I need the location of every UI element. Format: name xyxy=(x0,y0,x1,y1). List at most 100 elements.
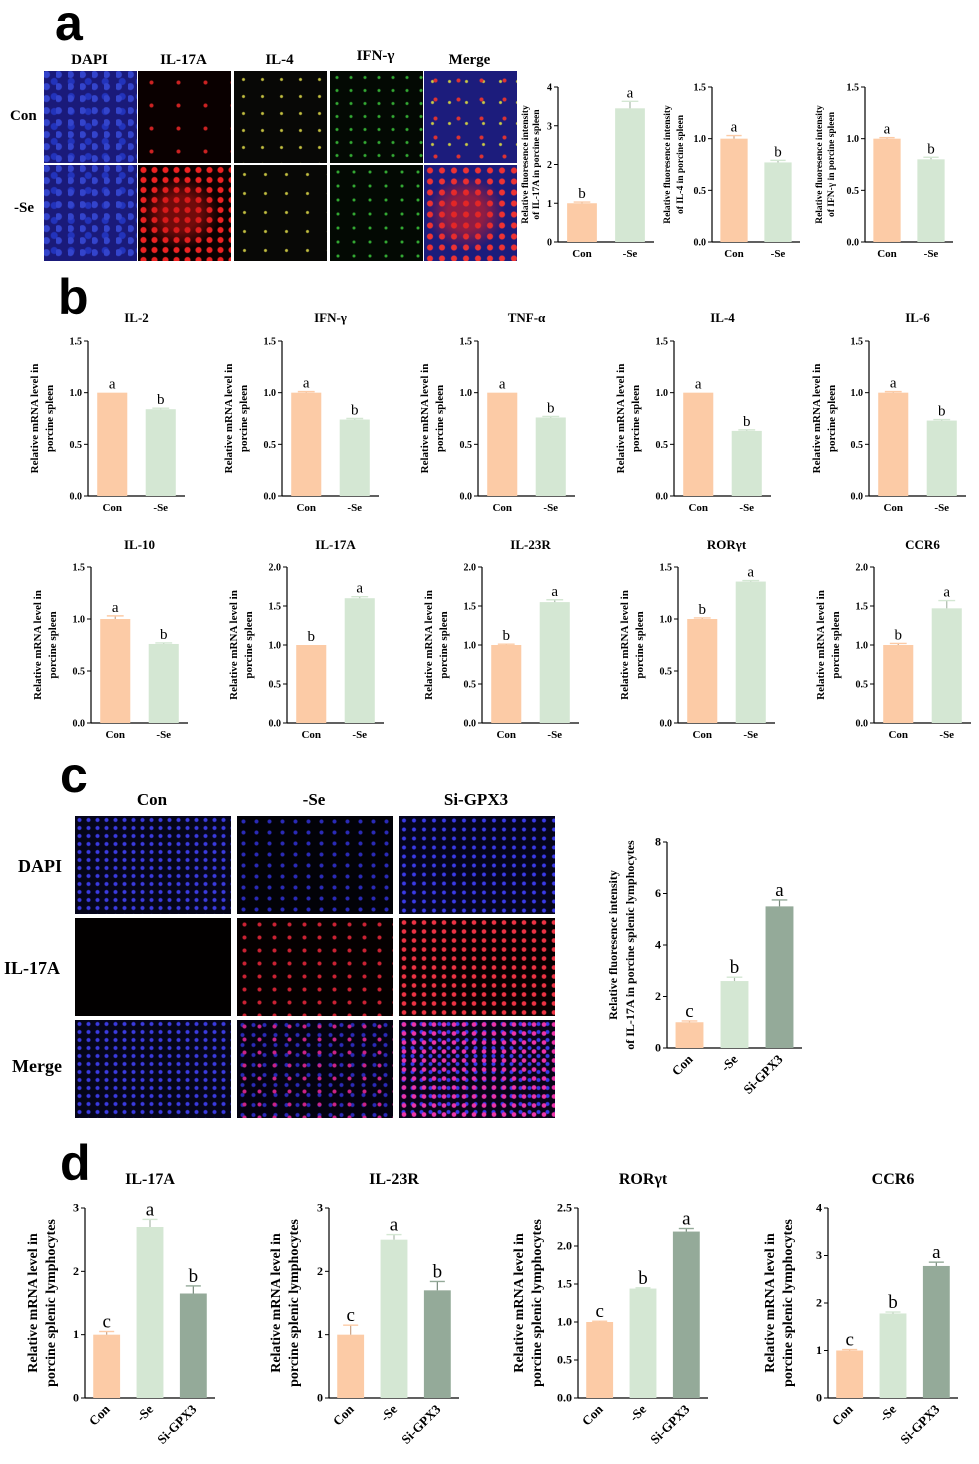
micro-a-channel-label: DAPI xyxy=(71,52,108,68)
significance-letter: a xyxy=(695,377,702,393)
bar--Se xyxy=(735,581,766,723)
y-tick-label: 1.5 xyxy=(269,602,282,613)
x-tick-label: -Se xyxy=(156,729,171,741)
x-tick-label: Con xyxy=(877,248,897,260)
y-tick-label: 3 xyxy=(547,121,552,132)
x-tick-label: Con xyxy=(296,502,316,514)
y-tick-label: 1.0 xyxy=(264,388,277,399)
significance-letter: b xyxy=(189,1266,199,1287)
y-axis-label: Relative mRNA level in xyxy=(29,364,41,474)
bar--Se xyxy=(879,1313,907,1398)
significance-letter: a xyxy=(943,585,950,601)
y-tick-label: 0.0 xyxy=(660,719,673,730)
bar-Con xyxy=(687,619,718,723)
significance-letter: a xyxy=(146,1199,155,1220)
micrograph-il17a-se xyxy=(137,164,232,262)
bar--Se xyxy=(720,981,749,1048)
y-tick-label: 0 xyxy=(655,1041,661,1055)
micro-a-channel-label: IFN-γ xyxy=(356,48,395,64)
y-tick-label: 1.5 xyxy=(460,337,473,348)
chart-b10: CCR6 0.0 0.5 1.0 1.5 2.0 Relative mRNA level i… xyxy=(815,537,971,741)
y-tick-label: 0.0 xyxy=(851,492,864,503)
significance-letter: a xyxy=(390,1215,399,1236)
chart-d2: IL-23R 0 1 2 3 Relative mRNA level in porcine … xyxy=(269,1171,459,1447)
y-axis-label: Relative mRNA level in xyxy=(423,590,435,700)
x-tick-label: Con xyxy=(724,248,744,260)
y-tick-label: 1.0 xyxy=(656,388,669,399)
bar-Con xyxy=(567,203,597,242)
bar-Con xyxy=(883,645,914,723)
y-tick-label: 0.0 xyxy=(464,719,477,730)
chart-title: IL-2 xyxy=(124,310,149,325)
micrograph-il17a-con xyxy=(137,70,232,164)
y-tick-label: 2.0 xyxy=(269,563,282,574)
bar--Se xyxy=(148,643,179,723)
y-tick-label: 3 xyxy=(73,1201,79,1215)
bar-Con xyxy=(836,1350,864,1398)
panel-label-d: d xyxy=(60,1135,91,1191)
bar--Se xyxy=(344,598,375,723)
y-tick-label: 0.5 xyxy=(264,440,277,451)
bar-Si-GPX3 xyxy=(765,906,794,1048)
x-tick-label: Con xyxy=(496,729,516,741)
chart-title: RORγt xyxy=(707,537,747,552)
y-tick-label: 0 xyxy=(73,1391,79,1405)
y-tick-label: 1 xyxy=(317,1327,323,1341)
y-tick-label: 0 xyxy=(317,1391,323,1405)
chart-title: IL-6 xyxy=(905,310,930,325)
y-tick-label: 1.5 xyxy=(557,1277,572,1291)
y-axis-label: Relative mRNA level in xyxy=(269,1233,284,1373)
bar-Con xyxy=(296,645,327,723)
y-tick-label: 1.0 xyxy=(464,641,477,652)
y-tick-label: 1.5 xyxy=(656,337,669,348)
significance-letter: a xyxy=(303,376,310,392)
x-tick-label: -Se xyxy=(876,1401,899,1424)
y-tick-label: 1.5 xyxy=(694,83,707,94)
panel-label-b: b xyxy=(58,269,89,325)
y-tick-label: 1.0 xyxy=(660,615,673,626)
y-tick-label: 0.0 xyxy=(694,238,707,249)
y-axis-label: porcine spleen xyxy=(634,611,646,678)
y-tick-label: 0.0 xyxy=(460,492,473,503)
y-tick-label: 0.5 xyxy=(70,440,83,451)
micrograph-c-il17a-se xyxy=(236,917,394,1017)
chart-b2: IFN-γ 0.0 0.5 1.0 1.5 Relative mRNA level in p… xyxy=(223,310,379,514)
bar--Se xyxy=(629,1288,657,1398)
y-axis-label: Relative mRNA level in xyxy=(811,364,823,474)
y-axis-label: Relative mRNA level in xyxy=(26,1233,41,1373)
micrograph-c-dapi-se xyxy=(236,815,394,915)
significance-letter: b xyxy=(743,414,751,430)
y-tick-label: 2.0 xyxy=(856,563,869,574)
y-tick-label: 1.0 xyxy=(847,134,860,145)
chart-b1: IL-2 0.0 0.5 1.0 1.5 Relative mRNA level in po… xyxy=(29,310,185,514)
chart-a1: 0 1 2 3 4 Relative fluoresence intensity of IL… xyxy=(521,83,654,260)
y-axis-label: porcine spleen xyxy=(438,611,450,678)
significance-letter: c xyxy=(346,1305,354,1326)
chart-title: IL-17A xyxy=(315,537,356,552)
micrograph-ifng-se xyxy=(329,164,424,262)
micro-a-channel-label: Merge xyxy=(448,52,491,68)
x-tick-label: Si-GPX3 xyxy=(647,1401,693,1447)
y-tick-label: 0.5 xyxy=(464,680,477,691)
micro-c-row-label: DAPI xyxy=(18,856,62,876)
micro-a-channel-label: IL-17A xyxy=(160,52,207,68)
y-axis-label: porcine spleen xyxy=(830,611,842,678)
y-tick-label: 0.5 xyxy=(269,680,282,691)
y-tick-label: 0 xyxy=(816,1391,822,1405)
bar-Con xyxy=(720,138,748,242)
significance-letter: b xyxy=(699,602,707,618)
significance-letter: a xyxy=(356,581,363,597)
bar-Con xyxy=(878,392,909,496)
y-tick-label: 2 xyxy=(655,989,661,1003)
micro-c-row-label: IL-17A xyxy=(4,958,61,978)
micro-a-row-label: -Se xyxy=(14,200,34,216)
y-tick-label: 1 xyxy=(547,199,552,210)
significance-letter: a xyxy=(890,376,897,392)
x-tick-label: -Se xyxy=(739,502,754,514)
significance-letter: a xyxy=(112,600,119,616)
bar-Con xyxy=(97,392,128,496)
x-tick-label: Con xyxy=(883,502,903,514)
y-tick-label: 0.0 xyxy=(856,719,869,730)
chart-d3: RORγt 0.0 0.5 1.0 1.5 2.0 2.5 Relative mRNA lev… xyxy=(512,1171,708,1447)
bar-Si-GPX3 xyxy=(922,1265,950,1398)
